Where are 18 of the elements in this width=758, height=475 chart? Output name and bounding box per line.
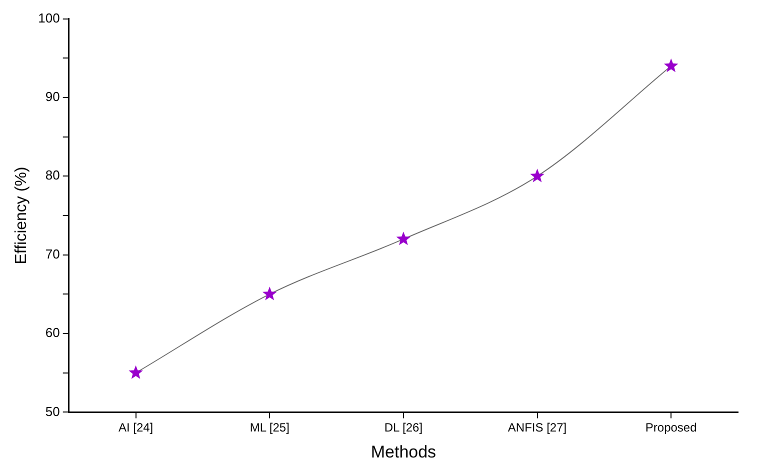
x-tick-label: DL [26] <box>384 420 423 435</box>
point <box>262 286 277 300</box>
y-tick-label: 50 <box>45 404 60 419</box>
point <box>530 168 544 182</box>
y-tick-label: 80 <box>45 168 60 183</box>
point <box>664 58 678 72</box>
x-tick-label: ANFIS [27] <box>508 420 567 435</box>
y-tick-label: 100 <box>38 10 60 26</box>
x-axis-title: Methods <box>370 442 436 462</box>
point <box>128 365 143 379</box>
y-tick-label: 70 <box>45 246 60 262</box>
y-tick-label: 60 <box>45 325 60 340</box>
point <box>396 232 411 246</box>
y-axis-title: Efficiency (%) <box>13 166 30 264</box>
x-tick-label: ML [25] <box>250 420 290 435</box>
y-tick-label: 90 <box>45 89 60 104</box>
x-tick-label: Proposed <box>645 420 697 435</box>
x-tick-label: AI [24] <box>118 420 154 435</box>
